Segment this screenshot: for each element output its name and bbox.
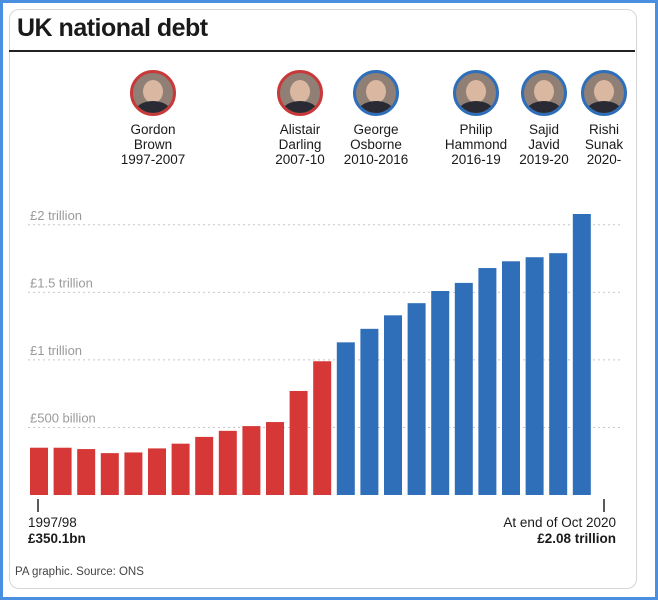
- y-tick-label: £2 trillion: [30, 208, 82, 223]
- portrait-icon: [353, 70, 399, 116]
- bar: [549, 253, 568, 495]
- bar: [124, 452, 143, 495]
- start-value: £350.1bn: [28, 531, 86, 546]
- chancellor-darling: Alistair Darling 2007-10: [258, 70, 342, 167]
- portrait-icon: [581, 70, 627, 116]
- chancellor-javid: Sajid Javid 2019-20: [502, 70, 586, 167]
- bar: [431, 291, 450, 495]
- chart-title: UK national debt: [17, 14, 208, 42]
- end-period: At end of Oct 2020: [503, 515, 616, 530]
- bar: [384, 315, 402, 495]
- bar: [572, 214, 591, 495]
- bar: [195, 436, 214, 495]
- bar: [289, 390, 308, 495]
- bar: [502, 261, 520, 495]
- end-annotation: At end of Oct 2020 £2.08 trillion: [503, 515, 616, 547]
- bar: [148, 448, 166, 495]
- chancellor-label: Rishi Sunak 2020-: [584, 122, 624, 167]
- bar: [218, 430, 237, 495]
- y-tick-label: £1 trillion: [30, 343, 82, 358]
- bar: [77, 449, 96, 495]
- bar: [171, 443, 190, 495]
- chancellor-label: Sajid Javid 2019-20: [519, 122, 569, 167]
- title-divider: [9, 50, 635, 52]
- bar: [313, 361, 332, 495]
- portrait-icon: [130, 70, 176, 116]
- portrait-icon: [277, 70, 323, 116]
- chancellor-osborne: George Osborne 2010-2016: [334, 70, 418, 167]
- bar: [407, 303, 426, 495]
- bar: [478, 268, 497, 495]
- chancellor-label: Gordon Brown 1997-2007: [120, 122, 186, 167]
- bar: [30, 447, 48, 495]
- bar: [360, 328, 379, 495]
- bar: [266, 422, 284, 495]
- source-note: PA graphic. Source: ONS: [15, 566, 144, 578]
- end-value: £2.08 trillion: [537, 531, 616, 546]
- bar: [525, 257, 544, 495]
- start-annotation: 1997/98 £350.1bn: [28, 515, 86, 547]
- y-tick-label: £500 billion: [30, 410, 96, 425]
- start-period: 1997/98: [28, 515, 77, 530]
- chancellor-label: Alistair Darling 2007-10: [275, 122, 325, 167]
- bar: [242, 426, 261, 495]
- bar: [53, 447, 72, 495]
- bar: [100, 453, 119, 495]
- chancellor-brown: Gordon Brown 1997-2007: [111, 70, 195, 167]
- y-tick-label: £1.5 trillion: [30, 275, 93, 290]
- portrait-icon: [521, 70, 567, 116]
- chancellor-sunak: Rishi Sunak 2020-: [562, 70, 646, 167]
- chancellor-hammond: Philip Hammond 2016-19: [434, 70, 518, 167]
- chancellor-label: George Osborne 2010-2016: [343, 122, 409, 167]
- portrait-icon: [453, 70, 499, 116]
- bar: [336, 342, 355, 495]
- bar: [454, 282, 473, 495]
- chancellor-label: Philip Hammond 2016-19: [444, 122, 508, 167]
